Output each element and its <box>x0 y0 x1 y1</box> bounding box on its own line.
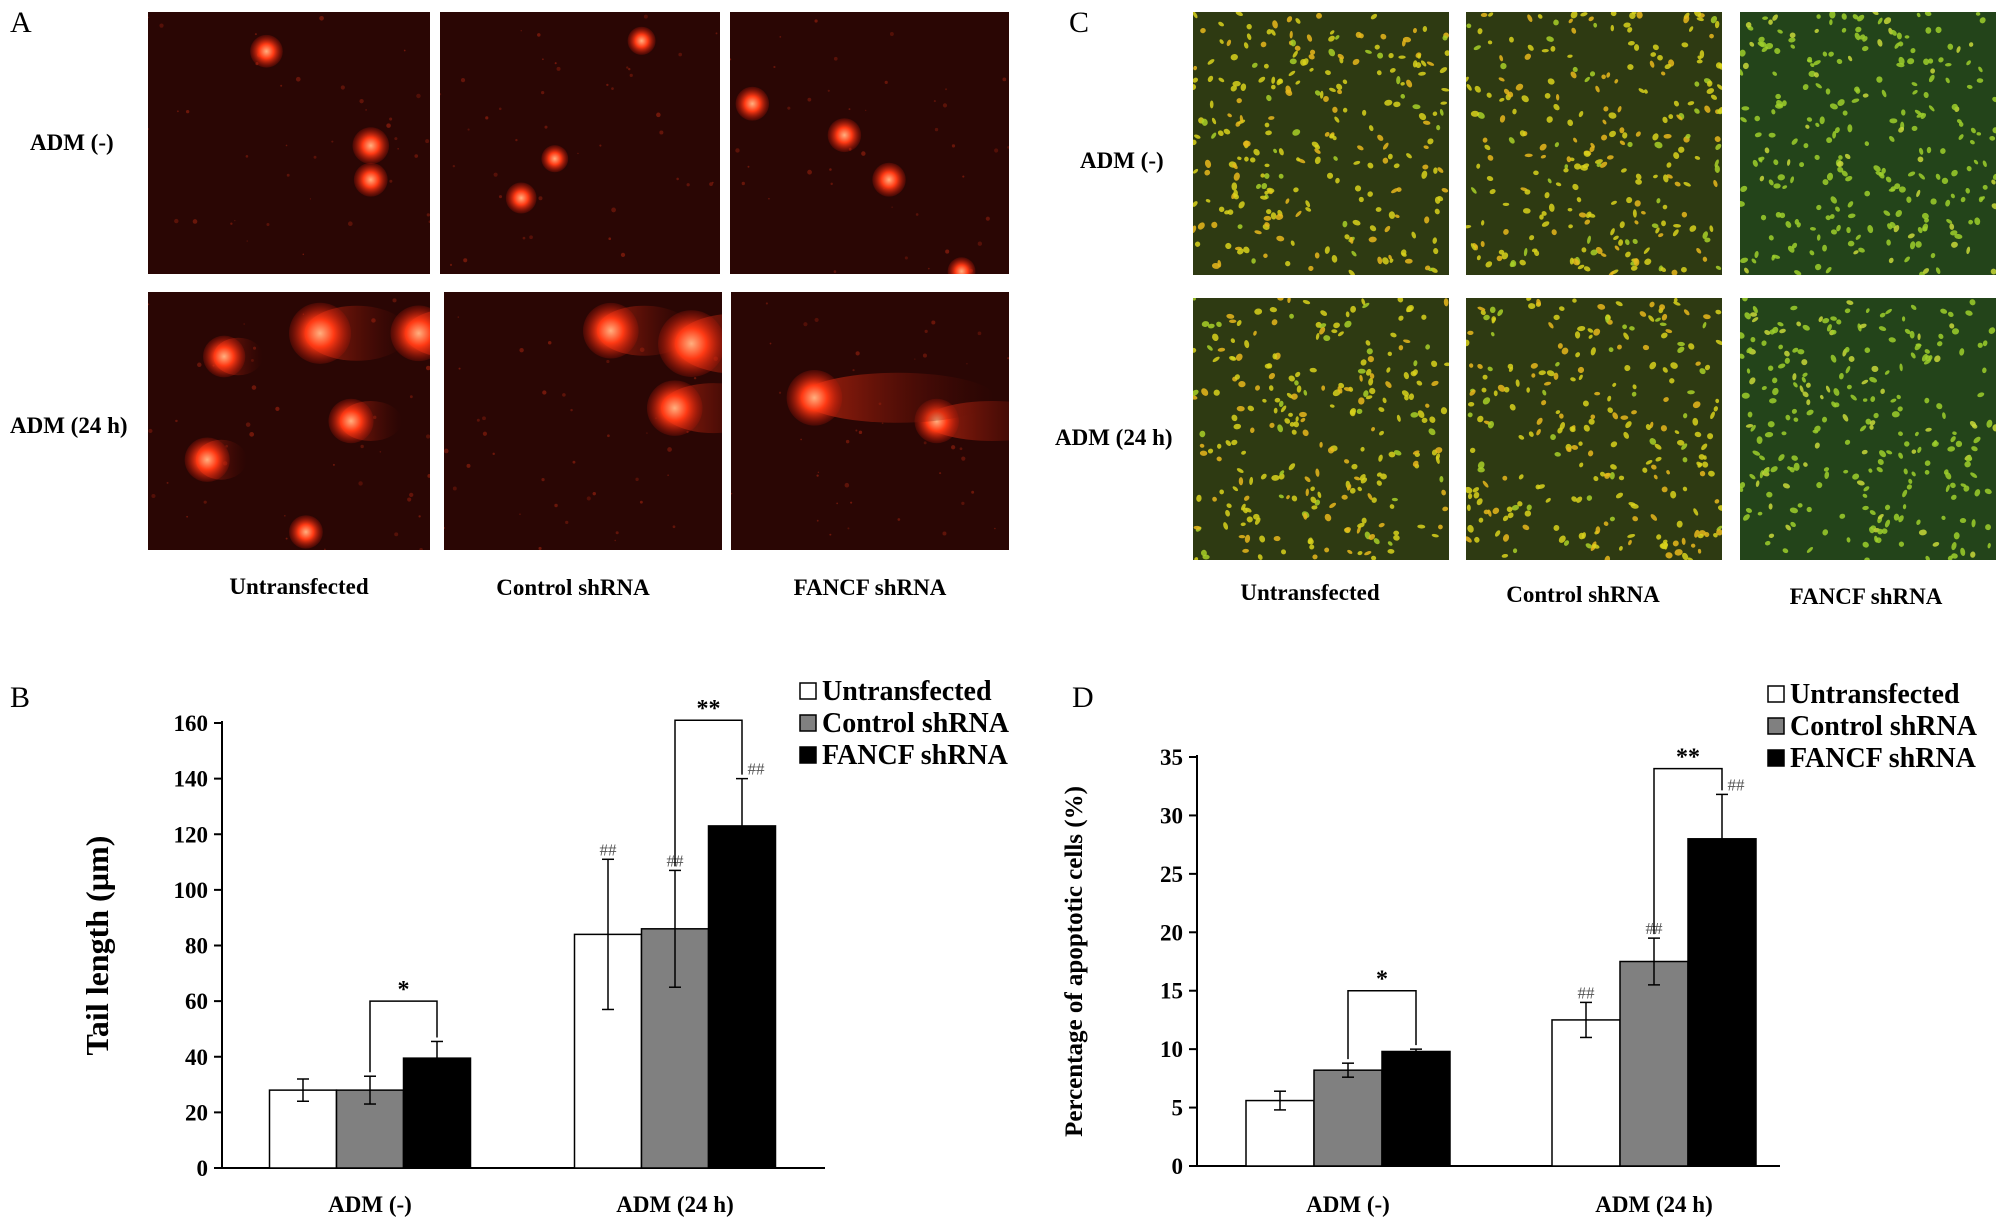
y-tick-label: 160 <box>174 711 209 736</box>
significance-bracket <box>674 719 743 867</box>
legend-label: FANCF shRNA <box>1790 743 1977 774</box>
comet-image-untransfected-adm-24h <box>148 292 430 550</box>
x-category-label: ADM (-) <box>328 1192 412 1217</box>
y-tick-label: 5 <box>1172 1096 1184 1121</box>
x-category-label: ADM (24 h) <box>616 1192 734 1217</box>
panel-c-col-label-untransfected: Untransfected <box>1240 580 1380 605</box>
y-tick-label: 100 <box>174 878 209 903</box>
cell-image-untransfected-adm-24h <box>1193 298 1449 560</box>
comet-image-fancf-adm-24h <box>731 292 1009 550</box>
cell-image-control-adm-24h <box>1466 298 1722 560</box>
y-tick-label: 30 <box>1160 803 1183 828</box>
y-tick-label: 60 <box>185 989 208 1014</box>
y-tick-label: 35 <box>1160 745 1183 770</box>
significance-star: ** <box>1676 745 1700 771</box>
panel-a-row-label-adm-24h: ADM (24 h) <box>10 413 128 438</box>
legend-label: Control shRNA <box>1790 711 1978 742</box>
panel-a-col-label-untransfected: Untransfected <box>229 574 369 599</box>
y-tick-label: 0 <box>1172 1154 1184 1179</box>
comet-image-control-adm-minus <box>440 12 720 274</box>
panel-a-col-label-fancf: FANCF shRNA <box>793 575 947 600</box>
panel-c-col-label-control: Control shRNA <box>1506 582 1660 607</box>
bar-fancf-shrna <box>402 1057 472 1169</box>
x-category-label: ADM (-) <box>1306 1192 1390 1217</box>
legend-swatch <box>1767 717 1785 735</box>
significance-bracket <box>1347 989 1417 1060</box>
x-category-label: ADM (24 h) <box>1595 1192 1713 1217</box>
comet-image-untransfected-adm-minus <box>148 12 430 274</box>
bar-chart-apoptosis: 0 5 10 15 20 25 30 35 Percentage of apoptotic ce… <box>1061 679 1978 1217</box>
y-tick-label: 40 <box>185 1045 208 1070</box>
cell-image-fancf-adm-minus <box>1740 12 1996 275</box>
panel-c-col-label-fancf: FANCF shRNA <box>1789 584 1943 609</box>
panel-a-col-label-control: Control shRNA <box>496 575 650 600</box>
comet-image-fancf-adm-minus <box>730 12 1009 274</box>
y-tick-label: 20 <box>185 1100 208 1125</box>
bar-control-shrna <box>1619 960 1689 1167</box>
cell-image-fancf-adm-24h <box>1740 298 1996 560</box>
legend-swatch <box>799 682 817 700</box>
significance-hash: ## <box>1578 983 1596 1002</box>
y-tick-label: 20 <box>1160 920 1183 945</box>
panel-letter-d: D <box>1072 681 1094 714</box>
panel-c-row-label-adm-24h: ADM (24 h) <box>1055 425 1173 450</box>
significance-bracket <box>369 1000 438 1073</box>
legend-swatch <box>799 746 817 764</box>
bar-chart-tail-length: 0 20 40 60 80 100 120 140 160 Tail length (µm) ADM… <box>79 676 1010 1217</box>
cell-image-control-adm-minus <box>1466 12 1722 275</box>
bar-control-shrna <box>1313 1069 1383 1167</box>
significance-hash: ## <box>600 840 618 859</box>
bar-untransfected <box>1551 1019 1621 1167</box>
legend-label: FANCF shRNA <box>822 740 1009 771</box>
panel-letter-b: B <box>10 681 31 714</box>
legend-swatch <box>1767 685 1785 703</box>
significance-star: * <box>1376 967 1388 993</box>
legend-label: Untransfected <box>1790 679 1960 710</box>
y-tick-label: 10 <box>1160 1037 1183 1062</box>
significance-hash: ## <box>1728 775 1746 794</box>
cell-image-untransfected-adm-minus <box>1193 12 1449 275</box>
bar-fancf-shrna <box>1381 1050 1451 1167</box>
y-tick-label: 140 <box>174 767 209 792</box>
significance-bracket <box>1653 767 1723 935</box>
significance-hash: ## <box>748 760 766 779</box>
significance-star: ** <box>697 696 721 722</box>
comet-image-control-adm-24h <box>444 292 722 550</box>
legend-label: Control shRNA <box>822 708 1010 739</box>
y-tick-label: 80 <box>185 934 208 959</box>
bar-fancf-shrna <box>1687 838 1757 1167</box>
y-tick-label: 25 <box>1160 862 1183 887</box>
y-tick-label: 0 <box>197 1156 209 1181</box>
legend-label: Untransfected <box>822 676 992 707</box>
legend-swatch <box>1767 749 1785 767</box>
legend-swatch <box>799 714 817 732</box>
significance-star: * <box>398 977 410 1003</box>
y-axis-title: Percentage of apoptotic cells (%) <box>1061 786 1088 1137</box>
panel-c-row-label-adm-minus: ADM (-) <box>1080 148 1164 173</box>
bar-fancf-shrna <box>707 825 777 1169</box>
y-axis-title: Tail length (µm) <box>79 836 115 1056</box>
y-tick-label: 15 <box>1160 979 1183 1004</box>
panel-letter-a: A <box>10 6 32 39</box>
panel-a-row-label-adm-minus: ADM (-) <box>30 130 114 155</box>
y-tick-label: 120 <box>174 822 209 847</box>
panel-letter-c: C <box>1069 6 1090 39</box>
